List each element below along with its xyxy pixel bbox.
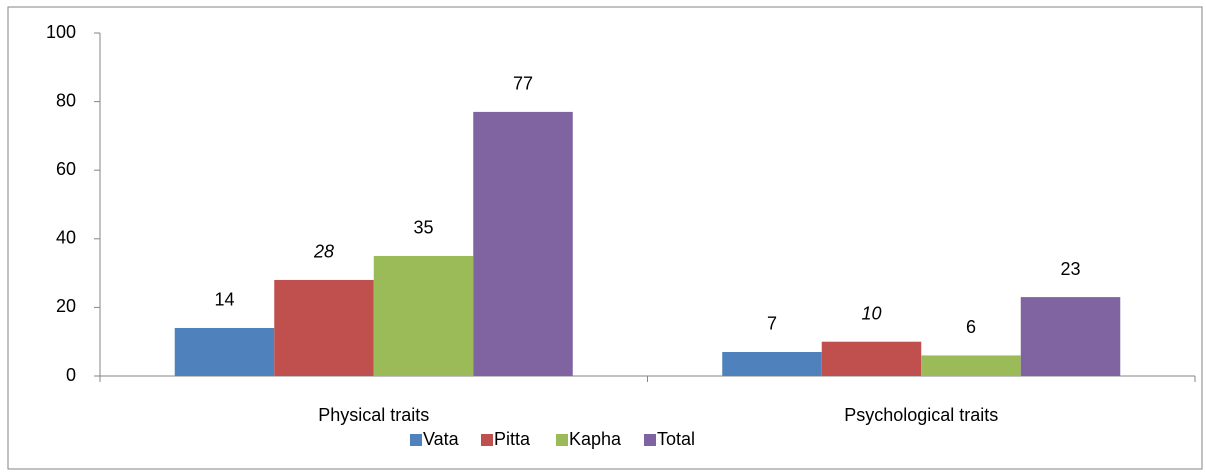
legend-swatch	[410, 434, 422, 446]
y-tick-label: 60	[56, 159, 76, 179]
data-label: 10	[861, 303, 881, 323]
legend-swatch	[644, 434, 656, 446]
legend-label: Pitta	[494, 429, 531, 449]
y-tick-label: 80	[56, 90, 76, 110]
bar	[722, 351, 822, 376]
x-tick-label: Physical traits	[318, 405, 429, 425]
data-label: 35	[413, 218, 433, 238]
bar	[274, 279, 374, 376]
legend-label: Vata	[423, 429, 460, 449]
legend-label: Total	[657, 429, 695, 449]
legend-swatch	[556, 434, 568, 446]
y-tick-label: 100	[46, 22, 76, 42]
data-label: 7	[767, 314, 777, 334]
legend-label: Kapha	[569, 429, 622, 449]
data-label: 28	[313, 242, 334, 262]
bar	[821, 341, 922, 376]
bar	[174, 327, 275, 376]
data-label: 6	[966, 317, 976, 337]
data-label: 23	[1060, 259, 1080, 279]
legend-swatch	[481, 434, 493, 446]
y-tick-label: 40	[56, 228, 76, 248]
y-tick-label: 20	[56, 296, 76, 316]
bar	[921, 355, 1021, 376]
bar	[1020, 297, 1121, 376]
chart-frame	[7, 6, 1203, 470]
bar	[473, 111, 573, 376]
bar	[373, 255, 474, 376]
y-tick-label: 0	[66, 365, 76, 385]
data-label: 14	[214, 290, 234, 310]
data-label: 77	[513, 74, 533, 94]
x-tick-label: Psychological traits	[844, 405, 998, 425]
